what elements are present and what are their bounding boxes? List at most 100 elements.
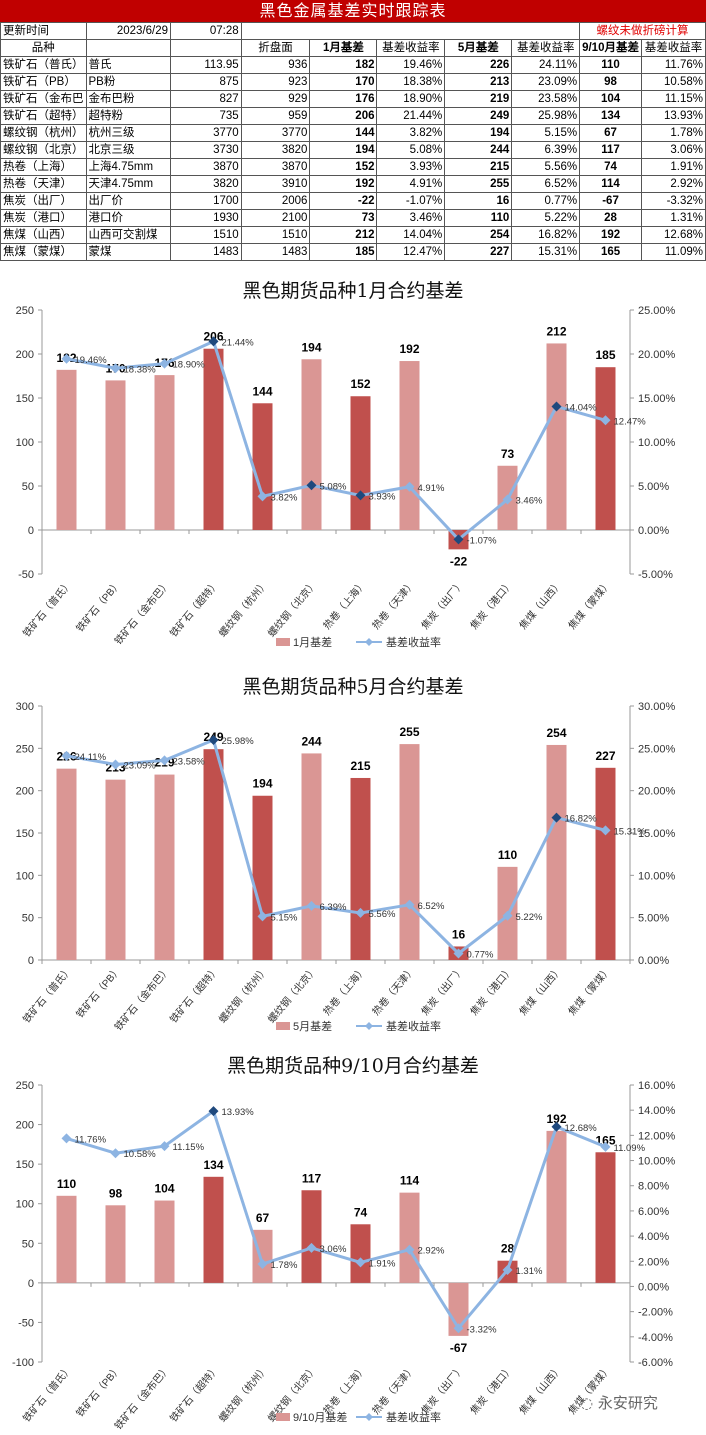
- table-cell: 12.47%: [376, 243, 446, 261]
- table-cell: 11.76%: [640, 56, 706, 74]
- table-cell: 2.92%: [640, 175, 706, 193]
- table-cell: 14.04%: [376, 226, 446, 244]
- bar-value-label: 152: [350, 377, 370, 391]
- bar-value-label: 28: [501, 1242, 515, 1256]
- y-tick-label: 0: [28, 955, 34, 967]
- y-tick-label: 150: [16, 1159, 34, 1171]
- table-cell: 3.82%: [376, 124, 446, 142]
- y2-tick-label: 16.00%: [638, 1080, 676, 1092]
- y2-tick-label: -2.00%: [638, 1307, 673, 1319]
- col-header: 折盘面: [240, 39, 311, 57]
- category-label: 螺纹钢（杭州）: [216, 1363, 271, 1425]
- bar-value-label: 215: [350, 759, 370, 773]
- return-label: 5.08%: [320, 481, 347, 492]
- table-cell: 1700: [170, 192, 242, 210]
- diamond-marker-icon: [453, 948, 464, 959]
- category-label: 铁矿石（PB）: [73, 578, 124, 635]
- table-cell: 170: [309, 73, 378, 91]
- basis-table: 更新时间 2023/6/29 07:28 螺纹未做折磅计算 品种 折盘面 1月基…: [0, 22, 706, 261]
- table-cell: 254: [444, 226, 513, 244]
- table-cell: 5.08%: [376, 141, 446, 159]
- return-label: 6.39%: [320, 902, 347, 913]
- y-tick-label: 50: [22, 481, 34, 493]
- table-cell: 螺纹钢（北京）: [0, 141, 87, 159]
- table-cell: 普氏: [85, 56, 172, 74]
- wechat-icon: ◌: [580, 1394, 598, 1412]
- y2-tick-label: 6.00%: [638, 1206, 669, 1218]
- table-cell: 176: [309, 90, 378, 108]
- y2-tick-label: 10.00%: [638, 870, 676, 882]
- table-cell: 16.82%: [511, 226, 581, 244]
- y2-tick-label: 4.00%: [638, 1231, 669, 1243]
- table-row: 螺纹钢（北京） 北京三级 3730 3820 194 5.08% 244 6.39% 117 3.…: [0, 141, 706, 159]
- return-label: 1.78%: [271, 1260, 298, 1271]
- chart-may-basis: 黑色期货品种5月合约基差 0 50 100 150 200 250 300 0.00% 5.00…: [0, 668, 706, 1048]
- legend-bar-label: 1月基差: [293, 635, 332, 649]
- table-cell: 3730: [170, 141, 242, 159]
- diamond-marker-icon: [208, 1106, 219, 1117]
- return-label: 18.38%: [124, 364, 157, 375]
- return-label: 11.09%: [614, 1143, 646, 1154]
- bar: [595, 367, 616, 530]
- category-label: 铁矿石（普氏）: [20, 964, 75, 1026]
- table-cell: 焦煤（山西）: [0, 226, 87, 244]
- table-cell: 185: [309, 243, 378, 261]
- table-cell: -3.32%: [640, 192, 706, 210]
- category-label: 焦煤（山西）: [516, 1363, 565, 1417]
- table-cell: 焦煤（蒙煤）: [0, 243, 87, 261]
- table-cell: 194: [309, 141, 378, 159]
- category-label: 热卷（上海）: [320, 1363, 369, 1417]
- return-label: 14.04%: [565, 402, 598, 413]
- category-label: 热卷（天津）: [369, 578, 418, 632]
- y-tick-label: 0: [28, 1278, 34, 1290]
- y-tick-label: 200: [16, 1120, 34, 1132]
- return-label: 16.82%: [565, 814, 598, 825]
- bar-value-label: 110: [57, 1177, 77, 1191]
- table-row: 焦炭（出厂） 出厂价 1700 2006 -22 -1.07% 16 0.77% -67 -3.3…: [0, 192, 706, 210]
- table-cell: 923: [240, 73, 311, 91]
- diamond-marker-icon: [257, 1259, 268, 1270]
- y-tick-label: -50: [18, 1317, 34, 1329]
- return-label: 19.46%: [75, 355, 108, 366]
- col-header: [85, 39, 172, 57]
- category-label: 热卷（天津）: [369, 964, 418, 1018]
- col-header: 1月基差: [309, 39, 378, 57]
- return-label: 23.09%: [124, 761, 157, 772]
- bar-value-label: 67: [256, 1211, 270, 1225]
- y2-tick-label: 14.00%: [638, 1105, 676, 1117]
- category-label: 焦煤（蒙煤）: [565, 578, 614, 632]
- diamond-marker-icon: [355, 1257, 366, 1268]
- bar-value-label: 110: [498, 848, 518, 862]
- table-cell: 227: [444, 243, 513, 261]
- legend-bar-swatch: [276, 1022, 290, 1030]
- return-label: 2.92%: [418, 1246, 445, 1257]
- category-label: 螺纹钢（北京）: [265, 964, 320, 1026]
- bar: [301, 753, 322, 960]
- table-cell: 天津4.75mm: [85, 175, 172, 193]
- chart-jan-basis: 黑色期货品种1月合约基差 -50 0 50 100 150 200 250 -5.00% 0.0…: [0, 272, 706, 667]
- diamond-marker-icon: [159, 755, 170, 766]
- y2-tick-label: 12.00%: [638, 1130, 676, 1142]
- chart-jan-svg: -50 0 50 100 150 200 250 -5.00% 0.00% 5.00% 10.00%…: [16, 305, 676, 649]
- col-header: [170, 39, 242, 57]
- table-cell: 73: [309, 209, 378, 227]
- y-tick-label: 150: [16, 393, 34, 405]
- diamond-marker-icon: [355, 907, 366, 918]
- table-cell: 215: [444, 158, 513, 176]
- legend-line-marker-icon: [365, 638, 373, 646]
- table-cell: 28: [579, 209, 642, 227]
- return-label: 24.11%: [75, 752, 107, 763]
- table-cell: 1510: [240, 226, 311, 244]
- table-cell: 3820: [170, 175, 242, 193]
- return-label: 5.15%: [271, 912, 298, 923]
- y2-tick-label: -4.00%: [638, 1332, 673, 1344]
- table-cell: -67: [579, 192, 642, 210]
- table-cell: 4.91%: [376, 175, 446, 193]
- table-cell: 110: [444, 209, 513, 227]
- table-cell: 249: [444, 107, 513, 125]
- table-cell: 1.31%: [640, 209, 706, 227]
- table-row: 铁矿石（普氏） 普氏 113.95 936 182 19.46% 226 24.11% 110 1…: [0, 56, 706, 74]
- table-cell: 焦炭（港口）: [0, 209, 87, 227]
- col-header: 基差收益率: [376, 39, 446, 57]
- table-cell: 206: [309, 107, 378, 125]
